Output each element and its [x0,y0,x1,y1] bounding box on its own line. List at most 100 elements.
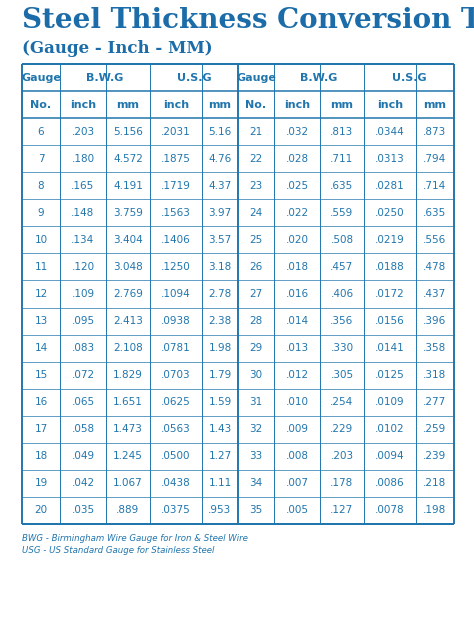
Text: .229: .229 [330,424,354,434]
Text: .457: .457 [330,262,354,272]
Text: .083: .083 [72,343,94,353]
Text: No.: No. [30,100,52,109]
Text: .120: .120 [72,262,94,272]
Text: .025: .025 [285,181,309,191]
Text: .0281: .0281 [375,181,405,191]
Text: .873: .873 [423,126,447,137]
Text: inch: inch [70,100,96,109]
Text: 21: 21 [249,126,263,137]
Text: .0125: .0125 [375,370,405,380]
Text: 30: 30 [249,370,263,380]
Text: 11: 11 [35,262,47,272]
Text: .180: .180 [72,154,94,164]
Text: 3.18: 3.18 [209,262,232,272]
Text: .134: .134 [72,235,95,245]
Text: .0313: .0313 [375,154,405,164]
Text: .042: .042 [72,478,94,489]
Text: .559: .559 [330,208,354,218]
Text: 23: 23 [249,181,263,191]
Text: 2.108: 2.108 [113,343,143,353]
Text: 6: 6 [38,126,44,137]
Text: 31: 31 [249,398,263,407]
Text: inch: inch [284,100,310,109]
Text: mm: mm [117,100,139,109]
Text: .0078: .0078 [375,506,405,516]
Text: 3.57: 3.57 [209,235,232,245]
Text: .406: .406 [330,289,354,299]
Text: .318: .318 [423,370,447,380]
Text: 13: 13 [35,316,47,326]
Text: .0344: .0344 [375,126,405,137]
Text: U.S.G: U.S.G [392,73,426,83]
Text: .953: .953 [209,506,232,516]
Text: .165: .165 [72,181,95,191]
Text: .072: .072 [72,370,94,380]
Text: .022: .022 [285,208,309,218]
Text: 1.067: 1.067 [113,478,143,489]
Text: U.S.G: U.S.G [177,73,211,83]
Text: .0141: .0141 [375,343,405,353]
Text: 19: 19 [35,478,47,489]
Text: .178: .178 [330,478,354,489]
Text: 20: 20 [35,506,47,516]
Text: 12: 12 [35,289,47,299]
Text: 3.759: 3.759 [113,208,143,218]
Text: .1406: .1406 [161,235,191,245]
Text: 1.79: 1.79 [209,370,232,380]
Text: Gauge: Gauge [236,73,276,83]
Text: 5.16: 5.16 [209,126,232,137]
Text: .508: .508 [330,235,354,245]
Text: 26: 26 [249,262,263,272]
Text: .277: .277 [423,398,447,407]
Text: .0102: .0102 [375,424,405,434]
Text: 1.27: 1.27 [209,451,232,461]
Text: .813: .813 [330,126,354,137]
Text: 28: 28 [249,316,263,326]
Text: .049: .049 [72,451,94,461]
Text: 16: 16 [35,398,47,407]
Text: .0086: .0086 [375,478,405,489]
Text: mm: mm [209,100,231,109]
Text: .198: .198 [423,506,447,516]
Text: .014: .014 [285,316,309,326]
Text: .259: .259 [423,424,447,434]
Text: .0156: .0156 [375,316,405,326]
Text: .020: .020 [285,235,309,245]
Text: .0625: .0625 [161,398,191,407]
Text: inch: inch [377,100,403,109]
Text: .010: .010 [285,398,309,407]
Text: .0781: .0781 [161,343,191,353]
Text: .437: .437 [423,289,447,299]
Text: mm: mm [330,100,354,109]
Text: .2031: .2031 [161,126,191,137]
Text: USG - US Standard Gauge for Stainless Steel: USG - US Standard Gauge for Stainless St… [22,546,214,555]
Text: 1.11: 1.11 [209,478,232,489]
Text: 5.156: 5.156 [113,126,143,137]
Text: .0703: .0703 [161,370,191,380]
Text: 8: 8 [38,181,44,191]
Text: .635: .635 [330,181,354,191]
Text: 1.651: 1.651 [113,398,143,407]
Text: .009: .009 [285,424,309,434]
Text: 18: 18 [35,451,47,461]
Text: .013: .013 [285,343,309,353]
Text: 3.048: 3.048 [113,262,143,272]
Text: 3.404: 3.404 [113,235,143,245]
Text: 25: 25 [249,235,263,245]
Text: .358: .358 [423,343,447,353]
Text: .007: .007 [285,478,309,489]
Text: .0938: .0938 [161,316,191,326]
Text: .016: .016 [285,289,309,299]
Text: .058: .058 [72,424,94,434]
Text: 22: 22 [249,154,263,164]
Text: 1.829: 1.829 [113,370,143,380]
Text: (Gauge - Inch - MM): (Gauge - Inch - MM) [22,40,213,57]
Text: .005: .005 [285,506,309,516]
Text: .035: .035 [72,506,94,516]
Text: 4.191: 4.191 [113,181,143,191]
Text: .396: .396 [423,316,447,326]
Text: .203: .203 [330,451,354,461]
Text: .1719: .1719 [161,181,191,191]
Text: .203: .203 [72,126,94,137]
Text: .0563: .0563 [161,424,191,434]
